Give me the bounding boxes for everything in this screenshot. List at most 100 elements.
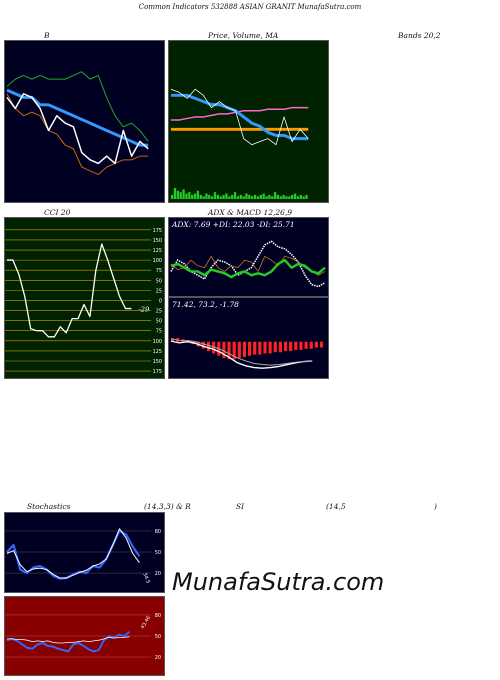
cci-tick-label: 75 (156, 329, 162, 335)
price-ma-medium-line (170, 106, 309, 121)
macd-panel: 71.42, 73.2, -1.78 (168, 297, 329, 379)
stochastics-chart: 80 50 20 34.5 (5, 528, 161, 584)
volume-bar (225, 193, 228, 200)
bollinger-upper-line (6, 71, 149, 142)
volume-bar (256, 196, 260, 200)
volume-bar (293, 193, 297, 200)
volume-bar (185, 193, 188, 200)
cci-tick-label: 125 (153, 349, 162, 355)
cci-tick-label: 175 (153, 369, 162, 375)
price-ma-short-line (170, 93, 309, 141)
cci-tick-label: 50 (156, 278, 162, 284)
volume-bar (285, 196, 288, 200)
volume-bar (196, 190, 200, 200)
stoch-label-e: ) (434, 502, 437, 511)
volume-bar (242, 196, 245, 200)
volume-bar (216, 194, 219, 200)
stoch-tick-label: 20 (155, 571, 161, 577)
macd-histogram-bar (289, 341, 293, 352)
volume-bar (273, 192, 277, 200)
price-ma-chart (170, 88, 309, 200)
macd-histogram-bar (212, 341, 216, 354)
rsi-tick-label: 80 (155, 613, 161, 619)
cci-tick-label: 150 (153, 238, 162, 244)
macd-histogram-bar (222, 341, 226, 359)
cci-tick-label: 75 (156, 268, 162, 274)
stoch-tick-label: 50 (155, 550, 161, 556)
macd-histogram-bar (268, 341, 272, 354)
volume-bar (288, 196, 291, 200)
cci-tick-label: 25 (156, 309, 162, 315)
price-ma-panel (168, 40, 329, 203)
macd-histogram-bar (253, 341, 257, 355)
adx-macd-label: ADX & MACD 12,26,9 (208, 208, 293, 217)
macd-macd-line (170, 340, 313, 369)
macd-histogram-bar (201, 341, 205, 349)
macd-histogram-bar (283, 341, 288, 352)
volume-bar (188, 192, 191, 200)
cci-tick-label: 100 (153, 339, 162, 345)
cci-chart: 175 150 125 100 75 50 25 0 25 50 75 100 125 150 175 -29 (5, 228, 162, 375)
volume-bar (213, 192, 217, 200)
cci-panel: 175 150 125 100 75 50 25 0 25 50 75 100 125 150 175 -29 (4, 217, 165, 379)
volume-bar (228, 196, 231, 200)
macd-histogram-bar (294, 341, 298, 350)
macd-histogram-bar (248, 341, 252, 356)
price-price-line (170, 88, 309, 146)
volume-bar (265, 196, 268, 200)
rsi-last-value: 43.46 (140, 615, 152, 630)
volume-bar (282, 194, 285, 200)
volume-bar (202, 196, 205, 200)
rsi-chart: 80 50 20 43.46 (5, 613, 161, 661)
adx-panel: ADX: 7.69 +DI: 22.03 -DI: 25.71 (168, 217, 329, 297)
bollinger-chart (6, 71, 149, 175)
macd-histogram-bar (258, 341, 262, 355)
cci-tick-label: 50 (156, 319, 162, 325)
volume-bar (199, 194, 202, 200)
rsi-rsi-line (6, 631, 131, 653)
stoch-%d-line (6, 528, 140, 579)
stoch-last-value: 34.5 (141, 572, 150, 584)
macd-histogram-bar (299, 341, 303, 350)
macd-histogram-bar (263, 341, 267, 354)
volume-bar (276, 194, 280, 200)
volume-bar (239, 194, 242, 200)
volume-bar (191, 194, 194, 200)
volume-bar (208, 194, 211, 200)
cci-tick-label: 0 (159, 298, 162, 304)
macd-header: 71.42, 73.2, -1.78 (172, 300, 239, 309)
stoch-tick-label: 80 (155, 529, 161, 535)
volume-bar (279, 196, 282, 200)
volume-bar (219, 196, 222, 200)
macd-histogram-bar (170, 338, 175, 342)
stoch-label-d: (14,5 (326, 502, 346, 511)
macd-histogram-bar (237, 341, 241, 359)
bands-label: Bands 20,2 (398, 31, 441, 40)
volume-bar (170, 194, 174, 200)
adx-+di-line (170, 255, 326, 276)
volume-bar (173, 187, 177, 200)
macd-histogram-bar (309, 341, 313, 349)
bollinger-lower-line (6, 93, 149, 175)
bollinger-label: B (44, 31, 50, 40)
macd-histogram-bar (304, 341, 308, 349)
volume-bar (222, 194, 225, 200)
rsi-tick-label: 20 (155, 655, 161, 661)
macd-histogram-bar (206, 341, 211, 352)
volume-bar (179, 192, 182, 200)
stochastics-panel: 80 50 20 34.5 (4, 512, 165, 593)
volume-bar (291, 194, 294, 200)
cci-tick-label: 175 (153, 228, 162, 234)
adx-adx-line (170, 258, 326, 279)
bollinger-panel (4, 40, 165, 203)
macd-histogram-bar (319, 341, 324, 348)
volume-bar (253, 194, 257, 200)
macd-histogram-bar (273, 341, 277, 353)
stoch-label-b: (14,3,3) & R (144, 502, 191, 511)
macd-signal-line (170, 338, 313, 366)
volume-bar (231, 194, 234, 200)
bollinger-middle-line (6, 88, 149, 147)
macd-histogram-bar (314, 341, 318, 348)
volume-bar (271, 196, 274, 200)
adx-chart (170, 240, 326, 288)
